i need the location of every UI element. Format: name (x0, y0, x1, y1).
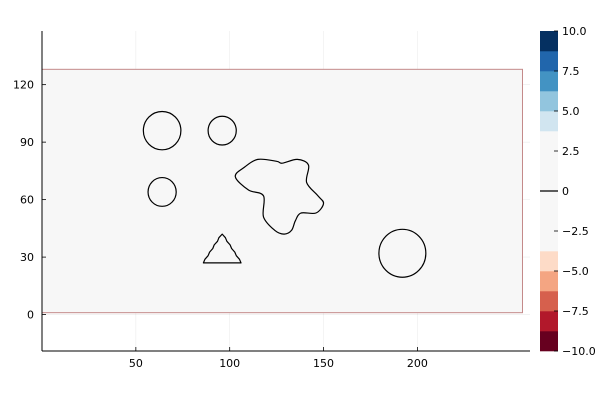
y-tick-label: 0 (27, 309, 34, 322)
contour-circle (207, 115, 237, 146)
colorbar-tick-label: 10.0 (562, 25, 587, 38)
y-axis-ticks: 0 30 60 90 120 (13, 79, 46, 322)
y-tick-label: 120 (13, 79, 34, 92)
contour-blob (234, 158, 325, 235)
colorbar-segment (540, 191, 558, 212)
colorbar-segment (540, 51, 558, 72)
x-tick-label: 150 (313, 357, 334, 370)
x-tick-label: 50 (129, 357, 143, 370)
contour-lines (142, 110, 427, 278)
colorbar-tick-label: 5.0 (562, 105, 580, 118)
colorbar-segment (540, 211, 558, 232)
colorbar-segment (540, 91, 558, 112)
contour-circle (147, 176, 177, 207)
domain-region (41, 68, 523, 314)
colorbar-segment (540, 71, 558, 92)
colorbar-tick-label: 0 (562, 185, 569, 198)
colorbar-tick-label: −7.5 (562, 305, 589, 318)
x-tick-label: 200 (407, 357, 428, 370)
colorbar-tick-label: −2.5 (562, 225, 589, 238)
colorbar-segment (540, 151, 558, 172)
colorbar-segment (540, 131, 558, 152)
colorbar-tick-label: 2.5 (562, 145, 580, 158)
colorbar-tick-label: −10.0 (562, 345, 596, 358)
contour-triangle (202, 233, 242, 264)
colorbar-segment (540, 291, 558, 312)
colorbar-segment (540, 271, 558, 292)
colorbar-segment (540, 331, 558, 352)
colorbar: −10.0 −7.5 −5.0 −2.5 0 2.5 5.0 7.5 10.0 (540, 25, 596, 358)
colorbar-segment (540, 31, 558, 52)
y-tick-label: 60 (20, 194, 34, 207)
contour-circle (378, 228, 427, 278)
contour-circle (142, 110, 182, 151)
x-tick-label: 100 (219, 357, 240, 370)
colorbar-tick-label: 7.5 (562, 65, 580, 78)
colorbar-tick-label: −5.0 (562, 265, 589, 278)
x-axis-ticks: 50 100 150 200 (129, 347, 428, 370)
y-tick-label: 30 (20, 251, 34, 264)
colorbar-segment (540, 251, 558, 272)
colorbar-segment (540, 171, 558, 192)
y-tick-label: 90 (20, 136, 34, 149)
colorbar-segment (540, 311, 558, 332)
colorbar-segment (540, 111, 558, 132)
colorbar-segment (540, 231, 558, 252)
